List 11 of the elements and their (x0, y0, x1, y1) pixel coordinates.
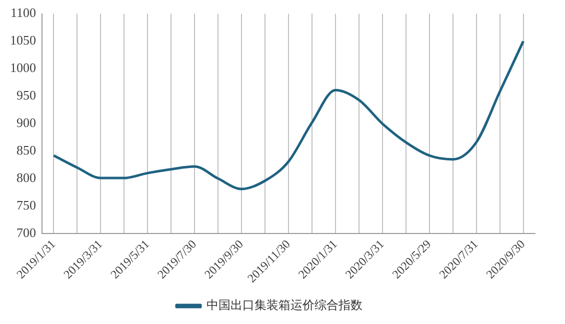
legend-label: 中国出口集装箱运价综合指数 (206, 298, 362, 312)
y-tick-label: 850 (16, 142, 36, 158)
y-tick-label: 1100 (10, 5, 36, 20)
y-tick-label: 700 (16, 224, 36, 240)
line-series (52, 40, 525, 190)
y-tick-label: 800 (16, 170, 36, 185)
y-tick-label: 1050 (10, 32, 36, 48)
y-tick-label: 750 (16, 197, 36, 212)
y-tick-label: 950 (16, 88, 36, 103)
y-tick-label: 1000 (10, 60, 36, 76)
y-tick-label: 900 (16, 115, 36, 130)
